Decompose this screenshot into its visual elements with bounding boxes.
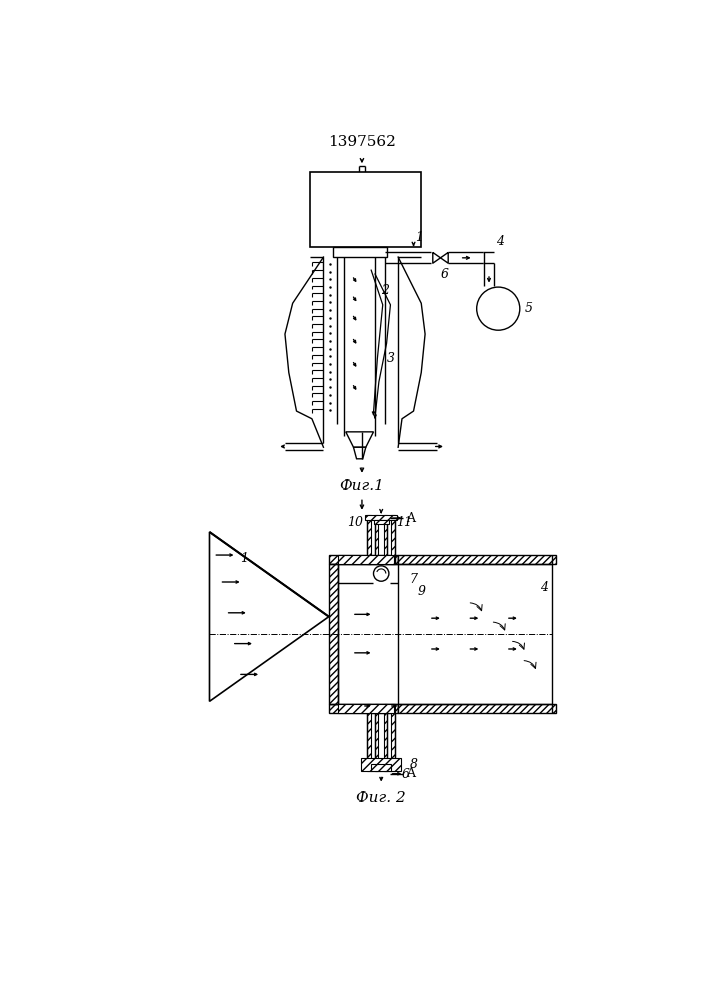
Text: 4: 4 <box>496 235 504 248</box>
Text: 1: 1 <box>240 552 248 565</box>
Text: Фиг. 2: Фиг. 2 <box>356 791 406 805</box>
Bar <box>368 515 371 564</box>
Bar <box>398 704 556 713</box>
Text: 2: 2 <box>381 284 389 297</box>
Bar <box>391 704 395 771</box>
Bar <box>365 515 397 520</box>
Bar <box>338 704 395 713</box>
Text: 3: 3 <box>387 352 395 365</box>
Bar <box>371 764 391 771</box>
Text: 6: 6 <box>402 768 410 781</box>
Text: 4: 4 <box>540 581 549 594</box>
Bar <box>373 520 389 524</box>
Text: 10: 10 <box>346 516 363 529</box>
Text: 7: 7 <box>409 573 418 586</box>
Text: 9: 9 <box>417 585 426 598</box>
Bar <box>329 704 398 713</box>
Polygon shape <box>209 532 329 701</box>
Text: 1397562: 1397562 <box>328 135 396 149</box>
Text: 5: 5 <box>525 302 533 315</box>
Bar <box>398 555 556 564</box>
Bar <box>375 515 378 564</box>
Bar <box>329 564 338 704</box>
Bar <box>385 515 387 564</box>
Bar <box>375 704 378 771</box>
Bar <box>310 172 421 247</box>
Text: Фиг.1: Фиг.1 <box>339 479 385 493</box>
Bar <box>385 704 387 771</box>
Text: 11: 11 <box>397 516 413 529</box>
Bar <box>368 704 371 771</box>
Text: 1: 1 <box>415 231 423 244</box>
Bar <box>329 555 398 564</box>
Text: A: A <box>406 767 415 780</box>
Text: 6: 6 <box>440 267 448 280</box>
Bar <box>338 555 395 564</box>
Bar <box>361 758 402 771</box>
Bar <box>391 515 395 564</box>
Bar <box>333 247 387 257</box>
Polygon shape <box>346 432 373 447</box>
Text: A: A <box>406 512 415 525</box>
Text: 8: 8 <box>409 758 418 771</box>
Polygon shape <box>354 447 366 459</box>
